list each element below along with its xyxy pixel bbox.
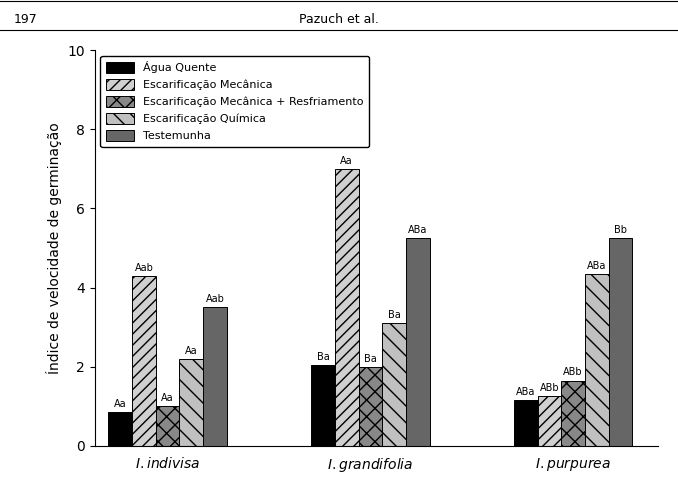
Text: Aab: Aab (134, 263, 153, 273)
Text: ABa: ABa (587, 261, 607, 271)
Bar (311, 365, 335, 446)
Bar (335, 169, 359, 446)
Bar (359, 367, 382, 446)
Bar (538, 396, 561, 446)
Text: Ba: Ba (364, 354, 377, 364)
Text: Ba: Ba (317, 352, 330, 362)
Bar (561, 381, 585, 446)
Bar (132, 276, 156, 446)
Bar (514, 400, 538, 446)
Text: Ba: Ba (388, 310, 401, 320)
Text: Aab: Aab (205, 294, 224, 304)
Text: Aa: Aa (340, 156, 353, 166)
Bar (180, 359, 203, 446)
Bar (156, 406, 180, 446)
Text: Aa: Aa (114, 399, 127, 409)
Bar (203, 307, 226, 446)
Text: Aa: Aa (185, 346, 197, 356)
Text: ABb: ABb (540, 383, 559, 393)
Text: ABb: ABb (563, 367, 583, 377)
Text: Bb: Bb (614, 225, 627, 235)
Bar (382, 323, 406, 446)
Text: ABa: ABa (516, 387, 536, 397)
Text: Aa: Aa (161, 393, 174, 403)
Bar (406, 238, 430, 446)
Text: Pazuch et al.: Pazuch et al. (299, 13, 379, 26)
Bar (108, 412, 132, 446)
Text: ABa: ABa (408, 225, 427, 235)
Bar (609, 238, 633, 446)
Bar (585, 274, 609, 446)
Y-axis label: Índice de velocidade de germinação: Índice de velocidade de germinação (46, 122, 62, 374)
Legend: Água Quente, Escarificação Mecânica, Escarificação Mecânica + Resfriamento, Esca: Água Quente, Escarificação Mecânica, Esc… (100, 56, 369, 147)
Text: 197: 197 (14, 13, 37, 26)
